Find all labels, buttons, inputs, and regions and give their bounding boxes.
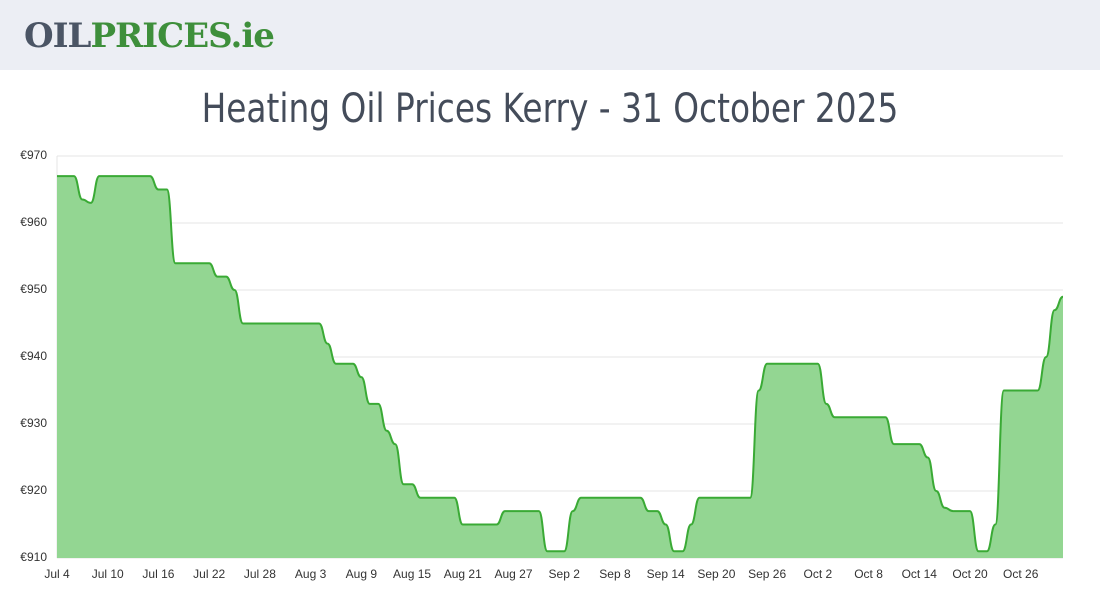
x-tick-label: Sep 26 [748, 567, 786, 581]
y-tick-label: €960 [20, 215, 47, 229]
x-tick-label: Jul 4 [44, 567, 70, 581]
y-tick-label: €910 [20, 550, 47, 564]
x-tick-label: Oct 20 [952, 567, 988, 581]
logo[interactable]: OILPRICES.ie [24, 16, 275, 56]
logo-text: PRICES.ie [90, 16, 274, 56]
x-tick-label: Jul 22 [193, 567, 225, 581]
x-tick-label: Aug 21 [444, 567, 482, 581]
x-tick-label: Aug 3 [295, 567, 327, 581]
x-tick-label: Oct 26 [1003, 567, 1039, 581]
chart-title: Heating Oil Prices Kerry - 31 October 20… [201, 86, 899, 132]
x-tick-label: Jul 16 [142, 567, 174, 581]
x-tick-label: Aug 27 [494, 567, 532, 581]
y-tick-label: €940 [20, 349, 47, 363]
x-tick-label: Sep 14 [647, 567, 685, 581]
x-tick-label: Oct 2 [803, 567, 832, 581]
y-tick-label: €970 [20, 148, 47, 162]
x-tick-label: Jul 28 [244, 567, 276, 581]
x-tick-label: Oct 8 [854, 567, 883, 581]
area-fill [57, 176, 1063, 558]
x-tick-label: Oct 14 [902, 567, 938, 581]
price-line [56, 175, 1064, 553]
x-tick-label: Aug 15 [393, 567, 431, 581]
x-tick-label: Aug 9 [346, 567, 378, 581]
logo-text: OIL [24, 16, 91, 56]
x-tick-label: Sep 8 [599, 567, 631, 581]
header: OILPRICES.ie [0, 0, 1100, 70]
x-tick-label: Sep 2 [549, 567, 581, 581]
x-tick-label: Sep 20 [697, 567, 735, 581]
y-tick-label: €930 [20, 416, 47, 430]
y-tick-label: €950 [20, 282, 47, 296]
y-tick-label: €920 [20, 483, 47, 497]
x-tick-label: Jul 10 [92, 567, 124, 581]
